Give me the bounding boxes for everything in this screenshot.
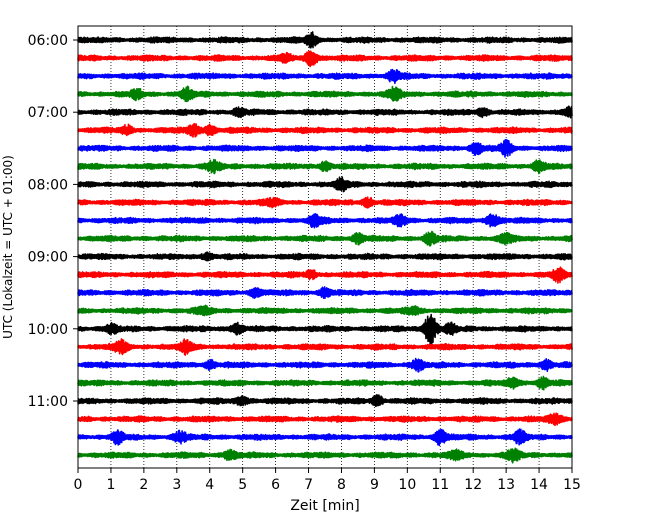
x-axis-label: Zeit [min] xyxy=(290,498,359,514)
y-tick-label-09:00: 09:00 xyxy=(28,250,68,266)
trace-row-06:15 xyxy=(77,50,573,68)
x-tick-label-1: 1 xyxy=(106,477,115,493)
trace-row-10:45 xyxy=(77,375,573,391)
y-tick-label-07:00: 07:00 xyxy=(28,105,68,121)
trace-row-08:30 xyxy=(77,213,573,229)
trace-row-06:45 xyxy=(77,85,573,103)
y-tick-label-10:00: 10:00 xyxy=(28,322,68,338)
y-axis-label: UTC (Lokalzeit = UTC + 01:00) xyxy=(1,155,15,339)
x-tick-label-5: 5 xyxy=(238,477,247,493)
x-tick-label-2: 2 xyxy=(139,477,148,493)
y-tick-label-08:00: 08:00 xyxy=(28,177,68,193)
trace-row-11:00 xyxy=(77,394,573,408)
trace-row-07:30 xyxy=(77,138,573,158)
trace-row-08:45 xyxy=(77,230,573,247)
trace-group xyxy=(77,31,573,464)
x-tick-label-3: 3 xyxy=(172,477,181,493)
trace-row-10:15 xyxy=(77,338,573,356)
y-axis-ticks: 06:00 07:00 08:00 09:00 10:00 11:00 xyxy=(28,33,78,410)
y-tick-label-11:00: 11:00 xyxy=(28,394,68,410)
trace-row-10:30 xyxy=(77,357,573,373)
trace-row-09:30 xyxy=(77,286,573,300)
trace-row-06:00 xyxy=(77,31,573,49)
trace-row-08:00 xyxy=(77,176,573,193)
trace-row-09:00 xyxy=(77,251,573,262)
trace-row-06:30 xyxy=(77,68,573,85)
x-tick-label-8: 8 xyxy=(337,477,346,493)
x-tick-label-7: 7 xyxy=(304,477,313,493)
trace-row-09:45 xyxy=(77,304,573,317)
trace-row-07:45 xyxy=(77,158,573,175)
y-tick-label-06:00: 06:00 xyxy=(28,33,68,49)
trace-row-10:00 xyxy=(77,313,573,347)
x-tick-label-14: 14 xyxy=(530,477,548,493)
x-tick-label-6: 6 xyxy=(271,477,280,493)
plot-frame xyxy=(77,25,573,469)
x-tick-label-9: 9 xyxy=(370,477,379,493)
x-tick-label-4: 4 xyxy=(205,477,214,493)
trace-row-07:00 xyxy=(77,105,573,119)
trace-row-11:45 xyxy=(77,447,573,464)
x-tick-label-15: 15 xyxy=(563,477,581,493)
x-tick-label-0: 0 xyxy=(74,477,83,493)
trace-row-09:15 xyxy=(77,266,573,284)
x-axis-ticks: 0 1 2 3 4 5 6 7 8 9 10 11 12 13 14 15 xyxy=(74,468,581,493)
trace-row-11:15 xyxy=(77,412,573,427)
trace-row-08:15 xyxy=(77,196,573,209)
trace-row-07:15 xyxy=(77,122,573,138)
trace-row-11:30 xyxy=(77,428,573,447)
x-tick-label-10: 10 xyxy=(398,477,416,493)
x-tick-label-12: 12 xyxy=(464,477,482,493)
x-tick-label-11: 11 xyxy=(431,477,449,493)
x-tick-label-13: 13 xyxy=(497,477,515,493)
